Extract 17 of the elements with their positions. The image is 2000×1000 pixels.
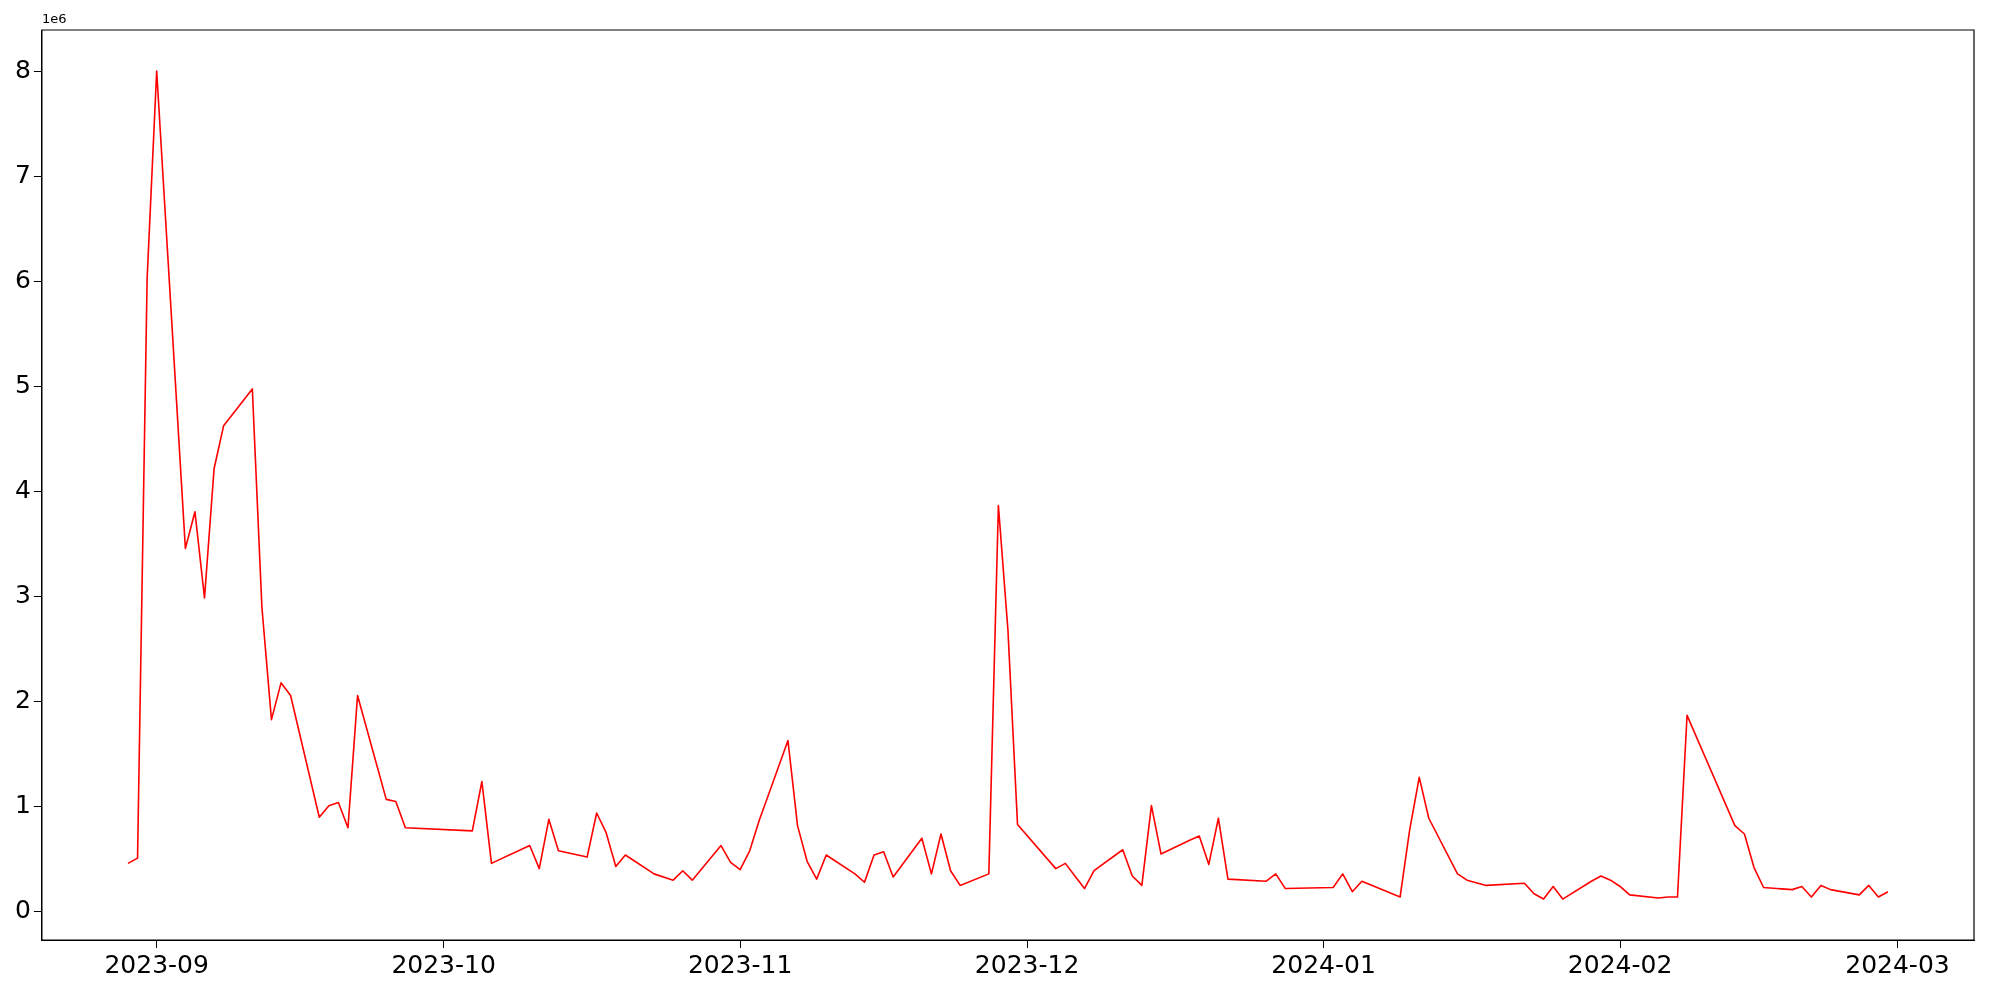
x-tick-label: 2024-03 [1845, 949, 1950, 979]
y-tick-label: 6 [15, 265, 31, 295]
x-tick-label: 2023-11 [687, 949, 793, 979]
x-tick-label: 2024-02 [1567, 949, 1673, 979]
y-tick-label: 3 [15, 580, 31, 610]
y-tick-label: 8 [15, 55, 31, 85]
x-tick-label: 2024-01 [1271, 949, 1376, 979]
text: 1e6 [41, 10, 67, 26]
y-tick-label: 4 [15, 475, 31, 505]
y-tick-label: 5 [15, 370, 31, 400]
x-tick-label: 2023-12 [974, 949, 1080, 979]
y-tick-label: 1 [15, 790, 31, 820]
y-tick-label: 2 [15, 685, 31, 715]
y-tick-label: 0 [15, 895, 31, 925]
x-tick-label: 2023-10 [391, 949, 496, 979]
x-tick-label: 2023-09 [104, 949, 209, 979]
y-tick-label: 7 [15, 160, 31, 190]
